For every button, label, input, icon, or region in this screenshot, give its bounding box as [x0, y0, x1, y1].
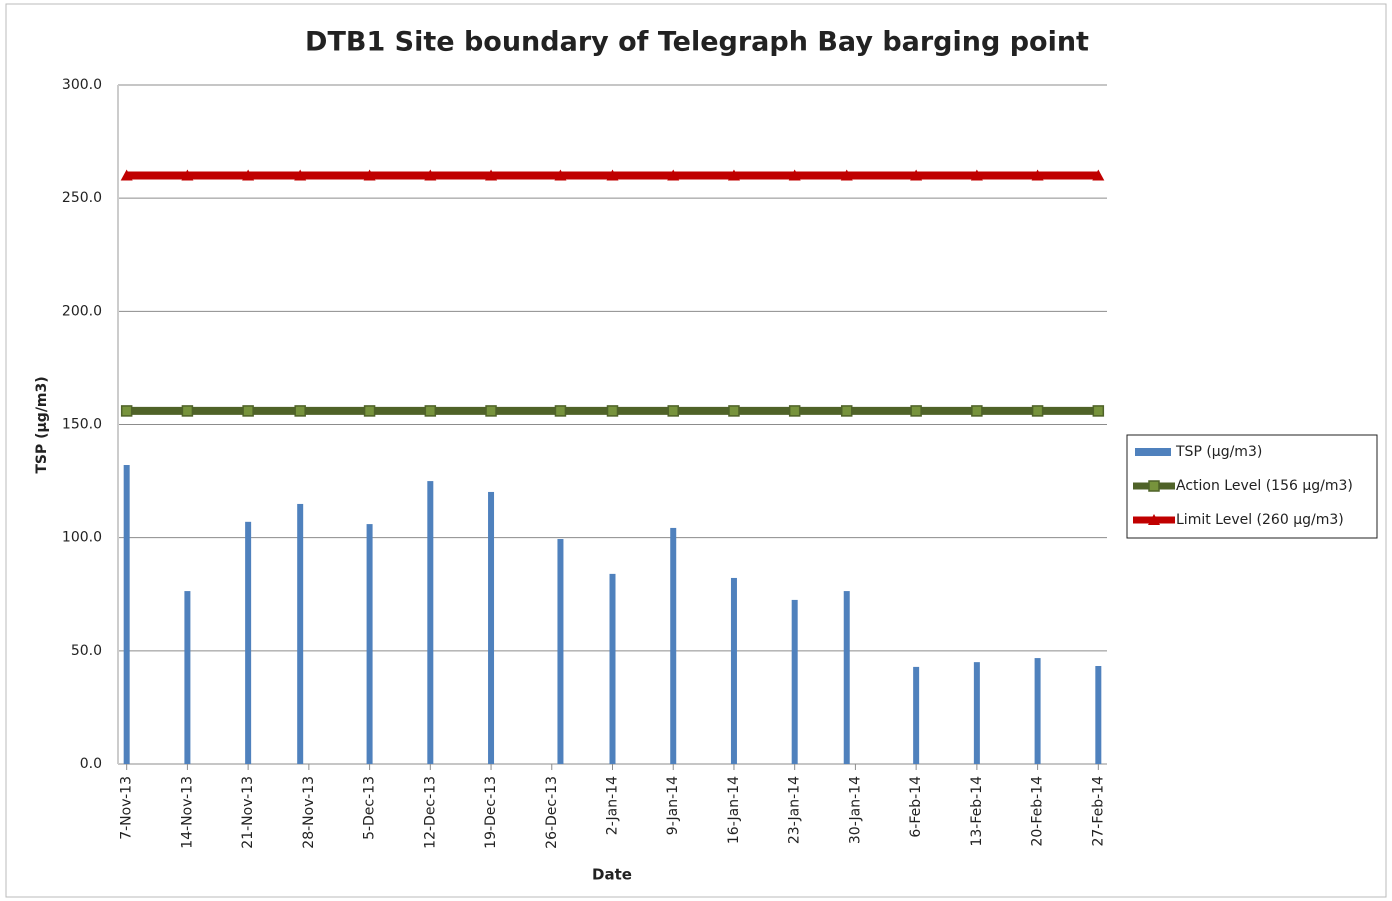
- marker: [1031, 405, 1044, 417]
- marker: [970, 169, 983, 181]
- bar: [791, 599, 798, 764]
- bar: [609, 573, 616, 764]
- y-tick-label: 250.0: [62, 190, 102, 206]
- marker: [554, 405, 567, 417]
- marker: [181, 405, 194, 417]
- marker: [294, 169, 307, 181]
- bar: [1034, 658, 1041, 764]
- marker: [788, 405, 801, 417]
- marker: [242, 169, 255, 181]
- marker: [667, 169, 680, 181]
- y-tick-label: 100.0: [62, 530, 102, 546]
- marker: [971, 405, 983, 417]
- marker: [485, 405, 497, 417]
- bar: [427, 481, 434, 764]
- marker: [181, 169, 194, 181]
- y-tick-label: 0.0: [80, 756, 102, 772]
- x-tick-label: 19-Dec-13: [483, 776, 499, 849]
- x-tick-label: 23-Jan-14: [787, 776, 803, 844]
- legend-label: Action Level (156 µg/m3): [1176, 478, 1353, 494]
- y-axis-label: TSP (µg/m3): [34, 376, 50, 473]
- x-tick-label: 27-Feb-14: [1090, 776, 1106, 847]
- bar: [245, 521, 252, 764]
- bar: [123, 465, 130, 764]
- x-tick-label: 13-Feb-14: [969, 776, 985, 847]
- marker: [424, 169, 437, 181]
- marker: [788, 169, 801, 181]
- marker: [1148, 514, 1160, 525]
- chart-title: DTB1 Site boundary of Telegraph Bay barg…: [305, 27, 1089, 58]
- marker: [120, 169, 133, 181]
- x-tick-label: 26-Dec-13: [544, 776, 560, 849]
- marker: [294, 405, 306, 417]
- marker: [120, 405, 133, 417]
- x-tick-label: 9-Jan-14: [665, 776, 681, 835]
- x-tick-label: 14-Nov-13: [179, 776, 195, 849]
- x-tick-label: 28-Nov-13: [301, 776, 317, 849]
- x-tick-label: 12-Dec-13: [422, 776, 438, 849]
- x-tick-label: 7-Nov-13: [119, 776, 135, 840]
- x-axis-label: Date: [592, 866, 632, 884]
- marker: [910, 405, 922, 417]
- bar: [184, 591, 191, 764]
- marker: [667, 405, 679, 417]
- x-tick-label: 20-Feb-14: [1030, 776, 1046, 847]
- bar: [913, 666, 920, 764]
- legend-swatch: [1135, 448, 1171, 456]
- x-tick-label: 21-Nov-13: [240, 776, 256, 849]
- y-tick-label: 150.0: [62, 417, 102, 433]
- bar: [730, 577, 737, 764]
- marker: [424, 405, 437, 417]
- y-tick-label: 50.0: [71, 643, 102, 659]
- marker: [728, 405, 740, 417]
- x-tick-label: 6-Feb-14: [908, 776, 924, 838]
- marker: [606, 405, 619, 417]
- bar: [488, 491, 495, 764]
- x-tick-label: 30-Jan-14: [847, 776, 863, 844]
- y-tick-label: 300.0: [62, 77, 102, 93]
- bar: [843, 591, 850, 764]
- bar: [1095, 665, 1102, 764]
- bar: [366, 524, 373, 764]
- bar: [973, 662, 980, 764]
- marker: [840, 169, 853, 181]
- marker: [1092, 169, 1105, 181]
- marker: [910, 169, 923, 181]
- y-tick-label: 200.0: [62, 303, 102, 319]
- marker: [242, 405, 254, 417]
- marker: [606, 169, 619, 181]
- x-tick-label: 16-Jan-14: [726, 776, 742, 844]
- legend-label: TSP (µg/m3): [1175, 444, 1262, 460]
- legend-label: Limit Level (260 µg/m3): [1176, 512, 1344, 528]
- bar: [670, 527, 677, 764]
- marker: [840, 405, 853, 417]
- marker: [1031, 169, 1044, 181]
- marker: [727, 169, 740, 181]
- x-tick-label: 2-Jan-14: [605, 776, 621, 835]
- marker: [363, 169, 376, 181]
- bar: [297, 503, 304, 764]
- marker: [554, 169, 567, 181]
- marker: [1148, 480, 1160, 492]
- x-tick-label: 5-Dec-13: [362, 776, 378, 840]
- marker: [1092, 405, 1105, 417]
- marker: [363, 405, 376, 417]
- marker: [485, 169, 498, 181]
- bar: [557, 539, 564, 764]
